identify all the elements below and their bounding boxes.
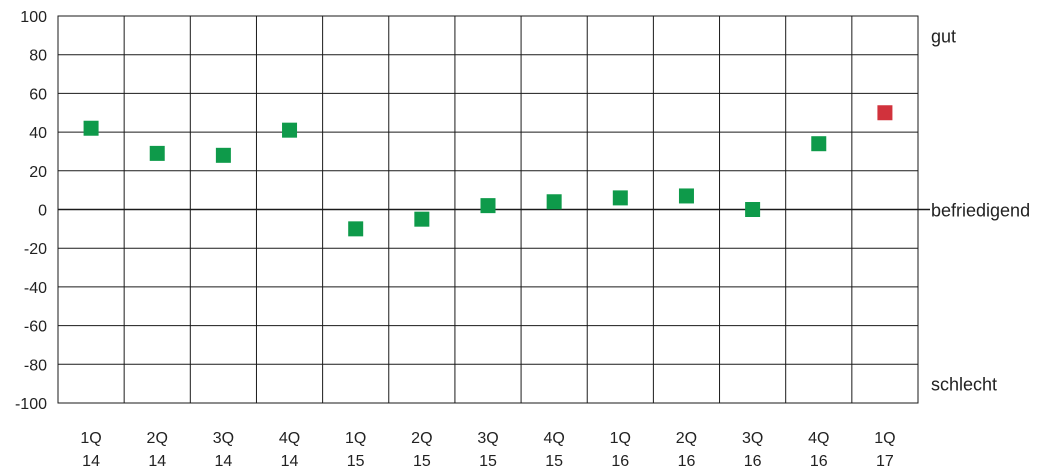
y-tick-label: 60 <box>29 86 47 103</box>
x-tick-label-quarter: 3Q <box>742 430 763 447</box>
x-tick-label-quarter: 1Q <box>345 430 366 447</box>
x-tick-label-year: 14 <box>281 453 299 468</box>
y-tick-label: 80 <box>29 48 47 65</box>
x-tick-label-year: 15 <box>545 453 563 468</box>
x-tick-label-year: 16 <box>810 453 828 468</box>
data-point <box>348 221 364 237</box>
x-tick-label-year: 15 <box>413 453 431 468</box>
right-annotations: gut befriedigend schlecht <box>931 26 1030 394</box>
data-point <box>215 147 231 163</box>
x-tick-label-quarter: 4Q <box>279 430 300 447</box>
y-tick-label: 20 <box>29 164 47 181</box>
data-point <box>745 202 761 217</box>
right-annotation-label: befriedigend <box>931 201 1030 221</box>
data-point <box>480 198 496 214</box>
data-point <box>612 190 628 206</box>
data-point <box>83 120 99 136</box>
x-tick-label-year: 16 <box>678 453 696 468</box>
x-tick-label-quarter: 2Q <box>411 430 432 447</box>
y-tick-label: -20 <box>24 241 47 258</box>
x-tick-label-year: 16 <box>611 453 629 468</box>
y-tick-label: -40 <box>24 280 47 297</box>
y-tick-label: -100 <box>15 396 47 413</box>
y-tick-label: -60 <box>24 319 47 336</box>
y-axis-tick-labels: 100 80 60 40 20 0 -20 -40 -60 -80 -100 <box>15 9 47 413</box>
data-point <box>877 105 893 121</box>
y-tick-label: 0 <box>38 203 47 220</box>
x-tick-label-year: 14 <box>82 453 100 468</box>
x-tick-label-quarter: 4Q <box>543 430 564 447</box>
y-tick-label: -80 <box>24 357 47 374</box>
x-tick-label-year: 15 <box>479 453 497 468</box>
x-tick-label-quarter: 2Q <box>147 430 168 447</box>
x-tick-label-quarter: 1Q <box>874 430 895 447</box>
x-tick-label-quarter: 3Q <box>213 430 234 447</box>
data-point <box>811 136 827 152</box>
y-tick-label: 100 <box>20 9 47 26</box>
x-tick-label-quarter: 1Q <box>610 430 631 447</box>
x-tick-label-quarter: 1Q <box>80 430 101 447</box>
x-tick-label-quarter: 4Q <box>808 430 829 447</box>
data-point <box>678 188 694 204</box>
right-annotation-label: schlecht <box>931 375 997 395</box>
data-point <box>149 145 165 161</box>
data-point <box>414 211 430 227</box>
x-tick-label-quarter: 3Q <box>477 430 498 447</box>
data-point <box>282 122 298 138</box>
x-axis-tick-labels: 1Q 14 2Q 14 3Q 14 4Q 14 1Q 15 2Q 15 3Q 15 4Q 15 1Q 16 2Q 16… <box>80 430 895 468</box>
x-tick-label-year: 16 <box>744 453 762 468</box>
x-tick-label-quarter: 2Q <box>676 430 697 447</box>
x-tick-label-year: 17 <box>876 453 894 468</box>
x-tick-label-year: 14 <box>148 453 166 468</box>
right-annotation-label: gut <box>931 26 956 46</box>
data-point <box>546 194 562 210</box>
y-tick-label: 40 <box>29 125 47 142</box>
data-points <box>83 105 893 237</box>
x-tick-label-year: 14 <box>214 453 232 468</box>
x-tick-label-year: 15 <box>347 453 365 468</box>
